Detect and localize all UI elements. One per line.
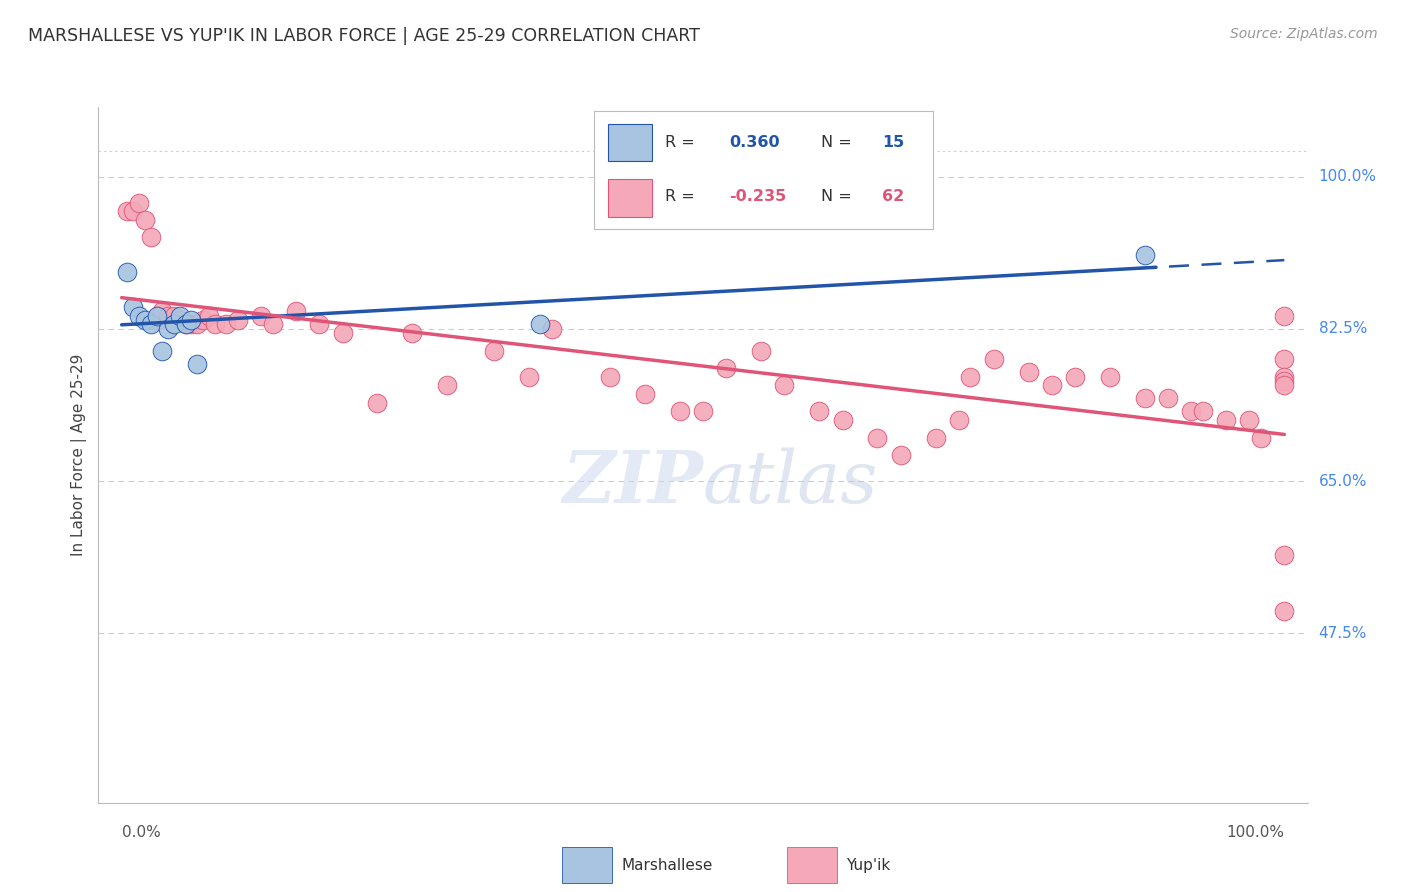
Point [174, 318, 197, 332]
Point [1215, 413, 1237, 427]
Point [169, 309, 191, 323]
Point [808, 404, 831, 418]
Point [1192, 404, 1215, 418]
Point [983, 352, 1005, 367]
Point [308, 318, 330, 332]
Point [1133, 248, 1156, 262]
Point [948, 413, 970, 427]
Point [482, 343, 505, 358]
Point [1239, 413, 1261, 427]
Point [599, 369, 621, 384]
Point [150, 343, 173, 358]
Point [924, 431, 946, 445]
Text: 100.0%: 100.0% [1319, 169, 1376, 184]
Point [122, 204, 145, 219]
Point [150, 304, 173, 318]
Point [1272, 369, 1295, 384]
Point [1133, 392, 1156, 406]
Point [163, 318, 186, 332]
Point [186, 318, 208, 332]
Point [215, 318, 238, 332]
Point [191, 313, 214, 327]
Point [1040, 378, 1063, 392]
Point [174, 318, 197, 332]
Point [692, 404, 714, 418]
Point [250, 309, 273, 323]
Point [517, 369, 540, 384]
Point [540, 322, 562, 336]
Point [285, 304, 308, 318]
Text: Source: ZipAtlas.com: Source: ZipAtlas.com [1230, 27, 1378, 41]
Point [145, 309, 167, 323]
Point [134, 213, 156, 227]
Point [163, 309, 186, 323]
Point [436, 378, 458, 392]
Point [1272, 352, 1295, 367]
Point [1250, 431, 1272, 445]
Point [117, 204, 139, 219]
Point [1272, 605, 1295, 619]
Point [1018, 365, 1040, 379]
Point [1180, 404, 1202, 418]
Point [1272, 374, 1295, 388]
Point [831, 413, 853, 427]
Point [186, 357, 208, 371]
Text: ZIP: ZIP [562, 447, 703, 518]
Point [226, 313, 249, 327]
Point [749, 343, 772, 358]
Point [401, 326, 423, 341]
Text: 65.0%: 65.0% [1319, 474, 1367, 489]
Point [1272, 309, 1295, 323]
Text: Marshallese: Marshallese [621, 858, 713, 872]
Point [157, 309, 180, 323]
Text: atlas: atlas [703, 448, 879, 518]
Point [262, 318, 284, 332]
Point [122, 300, 145, 314]
Point [773, 378, 796, 392]
Point [1157, 392, 1180, 406]
Point [128, 309, 150, 323]
Point [117, 265, 139, 279]
Point [180, 313, 202, 327]
Point [198, 309, 221, 323]
Point [128, 195, 150, 210]
Point [332, 326, 354, 341]
Point [157, 322, 180, 336]
Text: MARSHALLESE VS YUP'IK IN LABOR FORCE | AGE 25-29 CORRELATION CHART: MARSHALLESE VS YUP'IK IN LABOR FORCE | A… [28, 27, 700, 45]
Point [529, 318, 551, 332]
Text: Yup'ik: Yup'ik [846, 858, 890, 872]
Point [134, 313, 156, 327]
Point [180, 318, 202, 332]
Text: 0.0%: 0.0% [122, 824, 160, 839]
Point [204, 318, 226, 332]
Point [668, 404, 690, 418]
Point [366, 396, 388, 410]
Y-axis label: In Labor Force | Age 25-29: In Labor Force | Age 25-29 [72, 354, 87, 556]
Point [1272, 378, 1295, 392]
Point [1272, 548, 1295, 562]
Point [634, 387, 657, 401]
Point [716, 360, 738, 375]
Point [1064, 369, 1087, 384]
Point [1098, 369, 1121, 384]
Point [139, 318, 162, 332]
Text: 100.0%: 100.0% [1226, 824, 1284, 839]
Point [866, 431, 889, 445]
Text: 82.5%: 82.5% [1319, 321, 1367, 336]
Point [169, 313, 191, 327]
Point [959, 369, 981, 384]
Point [139, 230, 162, 244]
Point [145, 313, 167, 327]
Point [890, 448, 912, 462]
Text: 47.5%: 47.5% [1319, 625, 1367, 640]
